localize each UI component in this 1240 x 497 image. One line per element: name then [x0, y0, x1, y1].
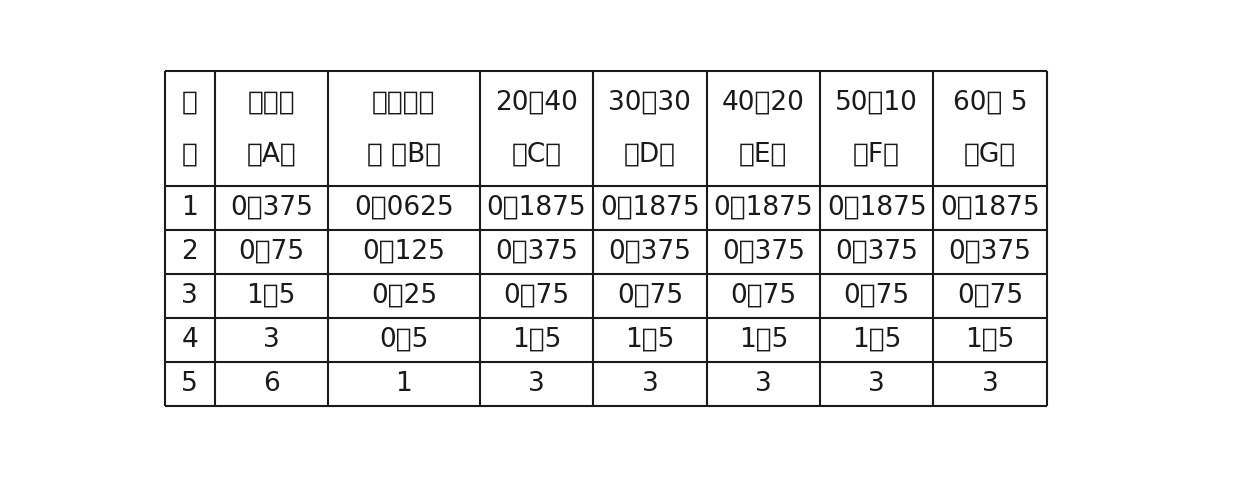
Text: 0．75: 0．75: [503, 283, 569, 309]
Text: 0．1875: 0．1875: [600, 195, 699, 221]
Text: 0．75: 0．75: [730, 283, 796, 309]
Text: 酮 （B）: 酮 （B）: [367, 142, 441, 168]
Text: 60： 5: 60： 5: [952, 89, 1028, 115]
Text: 1．5: 1．5: [247, 283, 296, 309]
Text: 3: 3: [263, 327, 280, 353]
Text: （D）: （D）: [624, 142, 676, 168]
Text: 0．125: 0．125: [362, 239, 445, 265]
Text: 三甲苯草: 三甲苯草: [372, 89, 435, 115]
Text: 5: 5: [181, 371, 198, 397]
Text: 处: 处: [181, 89, 197, 115]
Text: 0．75: 0．75: [957, 283, 1023, 309]
Text: 0．5: 0．5: [379, 327, 429, 353]
Text: 0．375: 0．375: [949, 239, 1032, 265]
Text: （G）: （G）: [963, 142, 1017, 168]
Text: 0．375: 0．375: [495, 239, 578, 265]
Text: 3: 3: [181, 283, 198, 309]
Text: 1: 1: [396, 371, 412, 397]
Text: 1．5: 1．5: [512, 327, 562, 353]
Text: 0．375: 0．375: [609, 239, 692, 265]
Text: 1: 1: [181, 195, 198, 221]
Text: 50：10: 50：10: [836, 89, 918, 115]
Text: 0．1875: 0．1875: [940, 195, 1040, 221]
Text: 0．75: 0．75: [616, 283, 683, 309]
Text: 3: 3: [982, 371, 998, 397]
Text: （A）: （A）: [247, 142, 296, 168]
Text: （E）: （E）: [739, 142, 787, 168]
Text: 0．375: 0．375: [722, 239, 805, 265]
Text: 0．1875: 0．1875: [827, 195, 926, 221]
Text: 3: 3: [755, 371, 771, 397]
Text: 0．1875: 0．1875: [713, 195, 813, 221]
Text: 0．375: 0．375: [836, 239, 918, 265]
Text: 4: 4: [181, 327, 198, 353]
Text: 0．1875: 0．1875: [487, 195, 587, 221]
Text: （C）: （C）: [511, 142, 562, 168]
Text: 3: 3: [528, 371, 544, 397]
Text: 3: 3: [868, 371, 885, 397]
Text: 1．5: 1．5: [625, 327, 675, 353]
Text: 2: 2: [181, 239, 198, 265]
Text: 理: 理: [181, 142, 197, 168]
Text: 6: 6: [263, 371, 280, 397]
Text: 20：40: 20：40: [495, 89, 578, 115]
Text: 0．75: 0．75: [843, 283, 910, 309]
Text: 0．375: 0．375: [229, 195, 312, 221]
Text: 1．5: 1．5: [966, 327, 1014, 353]
Text: （F）: （F）: [853, 142, 900, 168]
Text: 异丙隆: 异丙隆: [248, 89, 295, 115]
Text: 40：20: 40：20: [722, 89, 805, 115]
Text: 0．25: 0．25: [371, 283, 436, 309]
Text: 0．0625: 0．0625: [355, 195, 454, 221]
Text: 0．75: 0．75: [238, 239, 304, 265]
Text: 1．5: 1．5: [852, 327, 901, 353]
Text: 3: 3: [641, 371, 658, 397]
Text: 1．5: 1．5: [739, 327, 787, 353]
Text: 30：30: 30：30: [609, 89, 692, 115]
